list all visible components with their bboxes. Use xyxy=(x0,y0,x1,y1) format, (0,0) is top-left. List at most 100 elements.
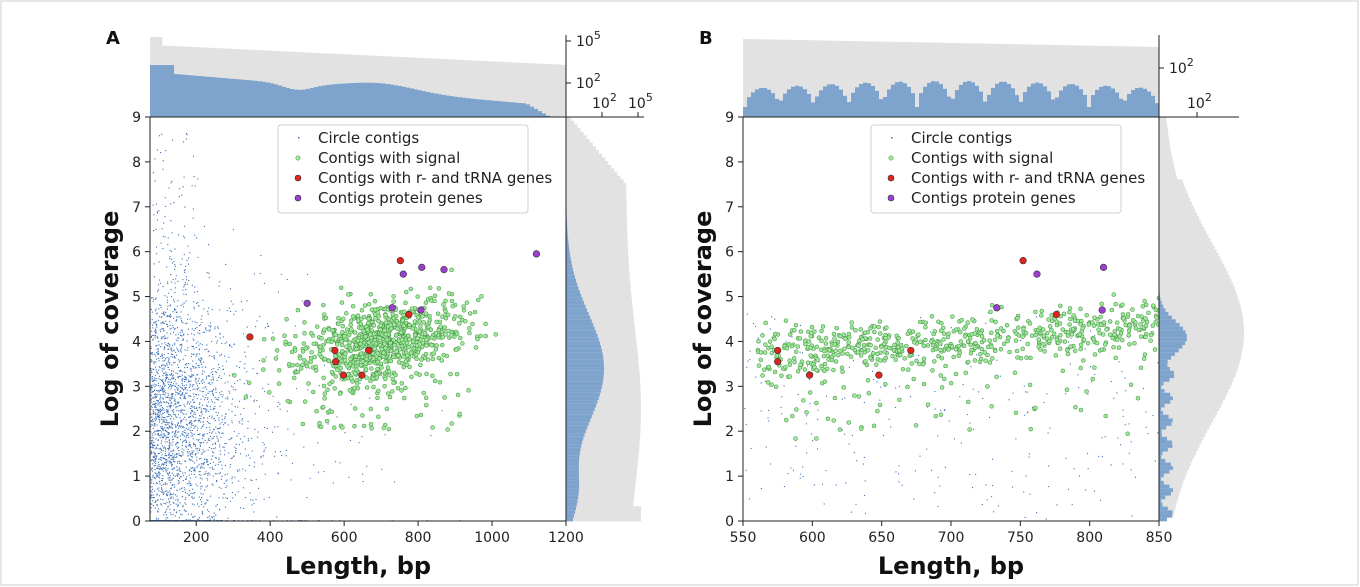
top-hist-bg-bar xyxy=(943,42,948,117)
top-hist-bar xyxy=(899,81,904,117)
top-hist-bg-bar xyxy=(1011,44,1016,117)
top-hist-bg-bar xyxy=(939,42,944,118)
legend-entry: Contigs with r- and tRNA genes xyxy=(911,169,1145,187)
right-hist-bg-bar xyxy=(566,146,596,151)
top-hist-bg-bar xyxy=(859,41,864,117)
top-hist-bar xyxy=(931,81,936,117)
top-hist-bar xyxy=(286,88,291,117)
right-hist-bg-bar xyxy=(1159,230,1207,235)
top-hist-bar xyxy=(803,89,808,117)
top-hist-bg-bar xyxy=(1147,46,1152,118)
right-hist-bar xyxy=(1159,491,1171,496)
right-hist-bar xyxy=(1159,396,1174,401)
top-hist-bar xyxy=(406,87,411,117)
top-histogram: 105 102 xyxy=(150,29,601,118)
top-hist-bg-bar xyxy=(1155,46,1160,117)
top-hist-bar xyxy=(238,79,243,117)
y-tick-label: 4 xyxy=(725,334,734,350)
legend-marker-signal xyxy=(888,155,894,161)
right-hist-bg-bar xyxy=(1159,271,1228,276)
top-hist-bg-bar xyxy=(807,40,812,117)
top-hist-tick-label: 102 xyxy=(1169,56,1194,77)
right-hist-bar xyxy=(566,263,573,268)
top-hist-bar xyxy=(294,89,299,117)
top-hist-bar xyxy=(386,84,391,117)
top-hist-bar xyxy=(759,87,764,117)
top-hist-bar xyxy=(218,77,223,117)
right-hist-bar xyxy=(566,304,586,309)
right-hist-bg-bar xyxy=(566,278,631,283)
right-hist-bg-bar xyxy=(566,168,615,173)
signal-contigs-points xyxy=(232,267,498,432)
top-hist-bar xyxy=(486,100,491,117)
right-hist-bg-bar xyxy=(566,234,628,239)
right-hist-bg-bar xyxy=(1159,201,1192,206)
top-hist-bar xyxy=(879,99,884,117)
right-hist-bg-bar xyxy=(566,462,638,467)
top-hist-bg-bar xyxy=(811,40,816,117)
right-hist-bg-bar xyxy=(566,517,641,522)
top-hist-bar xyxy=(290,89,295,117)
right-hist-bg-bar xyxy=(566,190,627,195)
top-hist-bar xyxy=(751,92,756,117)
top-hist-bar xyxy=(947,96,952,117)
top-hist-bar xyxy=(458,97,463,117)
right-hist-bar xyxy=(566,421,589,426)
right-hist-bg-bar xyxy=(566,473,637,478)
right-hist-bg-bar xyxy=(1159,495,1179,500)
top-hist-bg-bar xyxy=(1143,46,1148,117)
protein-point xyxy=(388,304,396,312)
right-hist-bg-bar xyxy=(1159,473,1187,478)
right-hist-bar xyxy=(566,238,569,243)
protein-point xyxy=(399,270,407,278)
top-hist-bar xyxy=(222,78,227,117)
right-hist-bar xyxy=(566,282,578,287)
right-hist-bg-bar xyxy=(566,223,628,228)
top-hist-bar xyxy=(975,85,980,117)
top-hist-bg-bar xyxy=(791,39,796,117)
right-hist-bg-bar xyxy=(566,337,637,342)
top-hist-bar xyxy=(871,85,876,117)
top-hist-bar xyxy=(522,103,527,117)
right-hist-bar xyxy=(566,429,586,434)
top-hist-bar xyxy=(767,89,772,117)
top-hist-bar xyxy=(402,86,407,117)
top-hist-bar xyxy=(442,94,447,117)
top-hist-bg-bar xyxy=(458,59,463,117)
rtrna-point xyxy=(405,310,413,319)
right-hist-bg-bar xyxy=(1159,447,1198,452)
right-hist-bg-bar xyxy=(566,241,628,246)
x-tick-label: 850 xyxy=(1146,530,1173,546)
top-hist-bg-bar xyxy=(867,41,872,118)
right-hist-bar xyxy=(566,271,574,276)
top-hist-bar xyxy=(358,82,363,117)
right-hist-bg-bar xyxy=(1159,146,1171,151)
right-hist-bar xyxy=(566,285,579,290)
top-hist-bg-bar xyxy=(875,41,880,117)
right-hist-bar xyxy=(566,344,602,349)
top-hist-bar xyxy=(418,90,423,117)
top-hist-bg-bar xyxy=(779,39,784,117)
legend-box xyxy=(870,124,1122,214)
top-hist-bar xyxy=(510,102,515,117)
top-hist-bg-bar xyxy=(895,41,900,117)
rtrna-contigs-points xyxy=(246,257,413,379)
right-hist-bar xyxy=(566,249,570,254)
right-hist-bg-bar xyxy=(566,469,637,474)
top-hist-bar xyxy=(466,98,471,117)
top-hist-bar xyxy=(450,96,455,117)
right-hist-bg-bar xyxy=(566,179,624,184)
right-hist-bar xyxy=(566,359,604,364)
right-hist-bg-bar xyxy=(566,421,641,426)
right-hist-bg-bar xyxy=(1159,392,1227,397)
x-tick-label: 400 xyxy=(257,530,284,546)
right-hist-bar xyxy=(1159,337,1187,342)
right-hist-bar xyxy=(566,414,592,419)
x-axis-label: Length, bp xyxy=(285,552,431,580)
top-histogram: 102 xyxy=(743,35,1194,118)
top-hist-bg-bar xyxy=(767,39,772,117)
right-hist-bg-bar xyxy=(566,484,636,489)
protein-point xyxy=(440,266,448,274)
top-hist-bg-bar xyxy=(827,40,832,117)
top-hist-bg-bar xyxy=(763,39,768,118)
